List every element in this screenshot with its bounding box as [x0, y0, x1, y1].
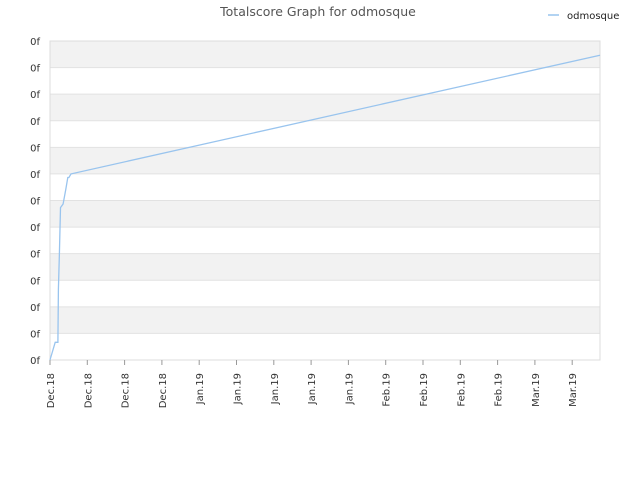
x-tick-label: Jan.19: [233, 373, 244, 405]
x-tick-label: Jan.19: [344, 373, 355, 405]
legend: odmosque: [548, 11, 619, 22]
grid-band: [50, 41, 600, 68]
grid-band: [50, 200, 600, 228]
y-tick-label: 0f: [30, 37, 40, 48]
x-tick-label: Jan.19: [195, 373, 206, 405]
legend-label: odmosque: [567, 11, 619, 22]
y-tick-label: 0f: [30, 356, 40, 367]
x-tick-label: Mar.19: [531, 373, 542, 407]
grid-bands: [50, 41, 600, 334]
y-tick-label: 0f: [30, 303, 40, 314]
x-tick-label: Feb.19: [494, 373, 505, 407]
x-tick-label: Dec.18: [83, 373, 94, 408]
y-tick-label: 0f: [30, 143, 40, 154]
y-tick-label: 0f: [30, 197, 40, 208]
x-axis: Dec.18 Dec.18 Dec.18 Dec.18 Jan.19 Jan.19 Jan.…: [46, 360, 579, 408]
grid-band: [50, 306, 600, 334]
series-layer: [49, 54, 601, 361]
y-tick-label: 0f: [30, 170, 40, 181]
x-tick-label: Dec.18: [158, 373, 169, 408]
x-tick-label: Feb.19: [419, 373, 430, 407]
plot-border: [49, 40, 601, 361]
chart-title: Totalscore Graph for odmosque: [219, 4, 416, 19]
grid-band: [50, 253, 600, 281]
y-tick-label: 0f: [30, 64, 40, 75]
y-tick-label: 0f: [30, 250, 40, 261]
grid-band: [50, 147, 600, 174]
x-tick-label: Jan.19: [270, 373, 281, 405]
y-tick-label: 0f: [30, 329, 40, 340]
x-tick-label: Jan.19: [307, 373, 318, 405]
x-tick-label: Feb.19: [456, 373, 467, 407]
y-tick-label: 0f: [30, 276, 40, 287]
y-tick-label: 0f: [30, 117, 40, 128]
x-tick-label: Dec.18: [46, 373, 57, 408]
y-tick-label: 0f: [30, 90, 40, 101]
x-tick-label: Dec.18: [121, 373, 132, 408]
series-line-odmosque: [49, 54, 601, 361]
y-tick-label: 0f: [30, 223, 40, 234]
x-tick-label: Feb.19: [382, 373, 393, 407]
y-axis: 0f 0f 0f 0f 0f 0f 0f 0f 0f 0f 0f 0f 0f: [30, 37, 40, 367]
x-tick-label: Mar.19: [568, 373, 579, 407]
